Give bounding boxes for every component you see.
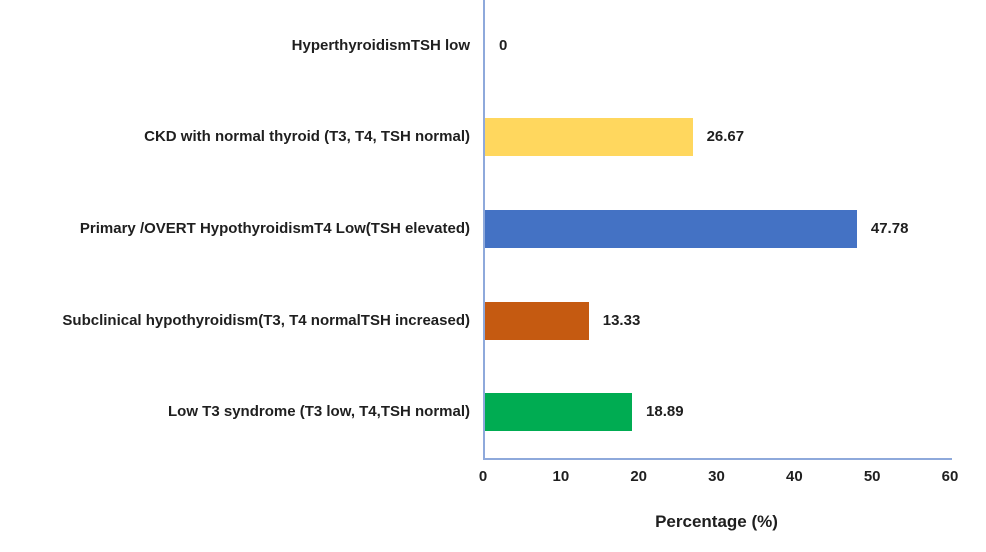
bar-3 [485, 301, 589, 340]
x-tick-label: 40 [785, 468, 803, 485]
x-axis-title: Percentage (%) [655, 512, 778, 531]
x-tick-label: 30 [708, 468, 725, 485]
value-label: 47.78 [870, 220, 909, 237]
x-tick-label: 0 [478, 468, 488, 485]
y-axis-category-labels: HyperthyroidismTSH low CKD with normal th… [5, 0, 470, 458]
category-label: Low T3 syndrome (T3 low, T4,TSH normal) [168, 403, 470, 421]
category-label: Primary /OVERT HypothyroidismT4 Low(TSH … [79, 220, 470, 237]
bar-1 [485, 118, 693, 157]
bar-2 [485, 210, 857, 248]
x-tick-label: 10 [552, 468, 570, 485]
value-label: 13.33 [602, 311, 641, 329]
x-tick-label: 20 [630, 468, 647, 485]
category-label: Subclinical hypothyroidism(T3, T4 normal… [62, 311, 470, 329]
x-tick-label: 60 [941, 468, 959, 485]
value-label: 18.89 [646, 403, 684, 421]
value-label: 0 [499, 36, 508, 54]
category-label: CKD with normal thyroid (T3, T4, TSH nor… [144, 128, 470, 146]
category-label: HyperthyroidismTSH low [291, 36, 470, 54]
plot-area: 0 26.67 47.78 13.33 18.89 [483, 0, 952, 460]
x-tick-label: 50 [863, 468, 881, 485]
value-label: 26.67 [706, 128, 745, 146]
bar-4 [485, 393, 633, 432]
